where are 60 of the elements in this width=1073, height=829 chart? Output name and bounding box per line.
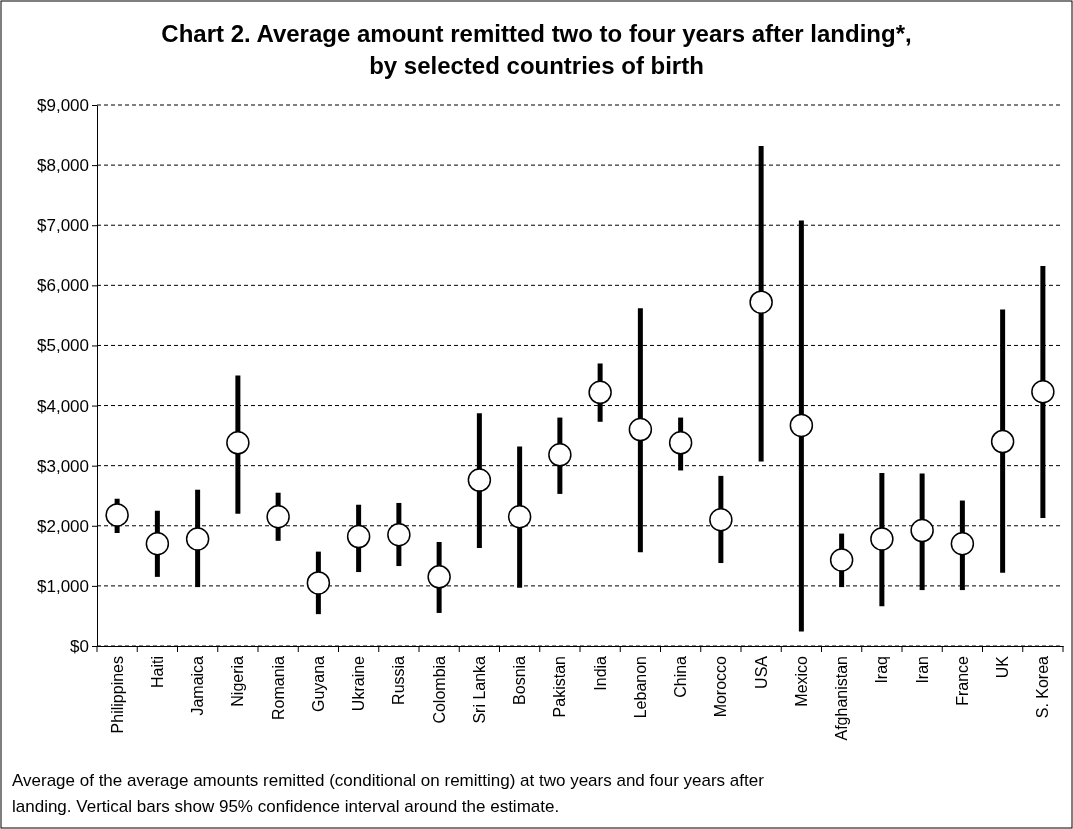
y-tick-label: $1,000 [37, 576, 89, 596]
x-tick-label: S. Korea [1034, 655, 1052, 719]
x-tick-label: Lebanon [631, 656, 649, 719]
point [226, 431, 250, 455]
point [870, 527, 894, 551]
point [709, 508, 733, 532]
point [185, 527, 210, 551]
point [507, 505, 532, 529]
x-tick-label: India [591, 655, 609, 691]
x-tick-label: Mexico [792, 655, 810, 707]
point [990, 429, 1015, 454]
point [306, 571, 331, 595]
text: Average of the average amounts remitted (conditional on remitting) at two years and four years after landing. Vertical bars show 95% confidence interval around the estimate. [12, 771, 765, 816]
x-tick-label: France [953, 655, 971, 706]
y-tick-label: $6,000 [37, 276, 89, 296]
x-tick-label: Iraq [873, 656, 891, 684]
y-tick-label: $2,000 [37, 516, 89, 536]
point [668, 431, 693, 455]
x-tick-label: Sri Lanka [470, 655, 488, 724]
point [105, 503, 129, 527]
x-tick-label: Haiti [148, 656, 166, 689]
x-tick-label: Russia [390, 655, 408, 705]
y-tick-label: $3,000 [37, 456, 89, 476]
x-tick-label: Colombia [430, 655, 448, 724]
point [910, 518, 934, 543]
x-tick-label: Guyana [309, 655, 327, 713]
point [467, 468, 492, 492]
y-tick-label: $8,000 [37, 156, 89, 176]
point [548, 443, 572, 467]
point [749, 290, 773, 314]
y-tick-label: $9,000 [37, 95, 89, 115]
y-tick-label: $7,000 [37, 216, 89, 236]
y-tick-label: $0 [70, 636, 89, 656]
x-tick-label: Philippines [108, 656, 126, 734]
point [789, 413, 814, 438]
x-tick-label: Romania [269, 655, 287, 721]
point [266, 505, 290, 529]
x-tick-label: Bosnia [511, 655, 529, 705]
x-tick-label: UK [994, 655, 1012, 679]
point [145, 532, 170, 556]
point [346, 524, 371, 549]
chart-title: Chart 2. Average amount remitted two to four years after landing*, by selected countries of birth [161, 20, 912, 79]
x-tick-label: Nigeria [229, 655, 247, 707]
x-tick-label: Afghanistan [833, 656, 851, 741]
x-tick-label: Morocco [712, 655, 730, 718]
x-tick-label: Ukraine [350, 655, 368, 712]
point [427, 565, 451, 589]
point [387, 523, 411, 547]
x-tick-label: USA [752, 655, 770, 689]
x-tick-label: Pakistan [551, 656, 569, 718]
x-tick-label: Jamaica [189, 655, 207, 716]
x-tick-label: China [672, 655, 690, 698]
y-tick-label: $5,000 [37, 336, 89, 356]
point [628, 417, 653, 442]
point [588, 380, 612, 405]
point [1031, 380, 1055, 404]
point [950, 532, 975, 556]
y-tick-label: $4,000 [37, 396, 89, 416]
point [829, 548, 854, 572]
x-tick-label: Iran [913, 656, 931, 684]
